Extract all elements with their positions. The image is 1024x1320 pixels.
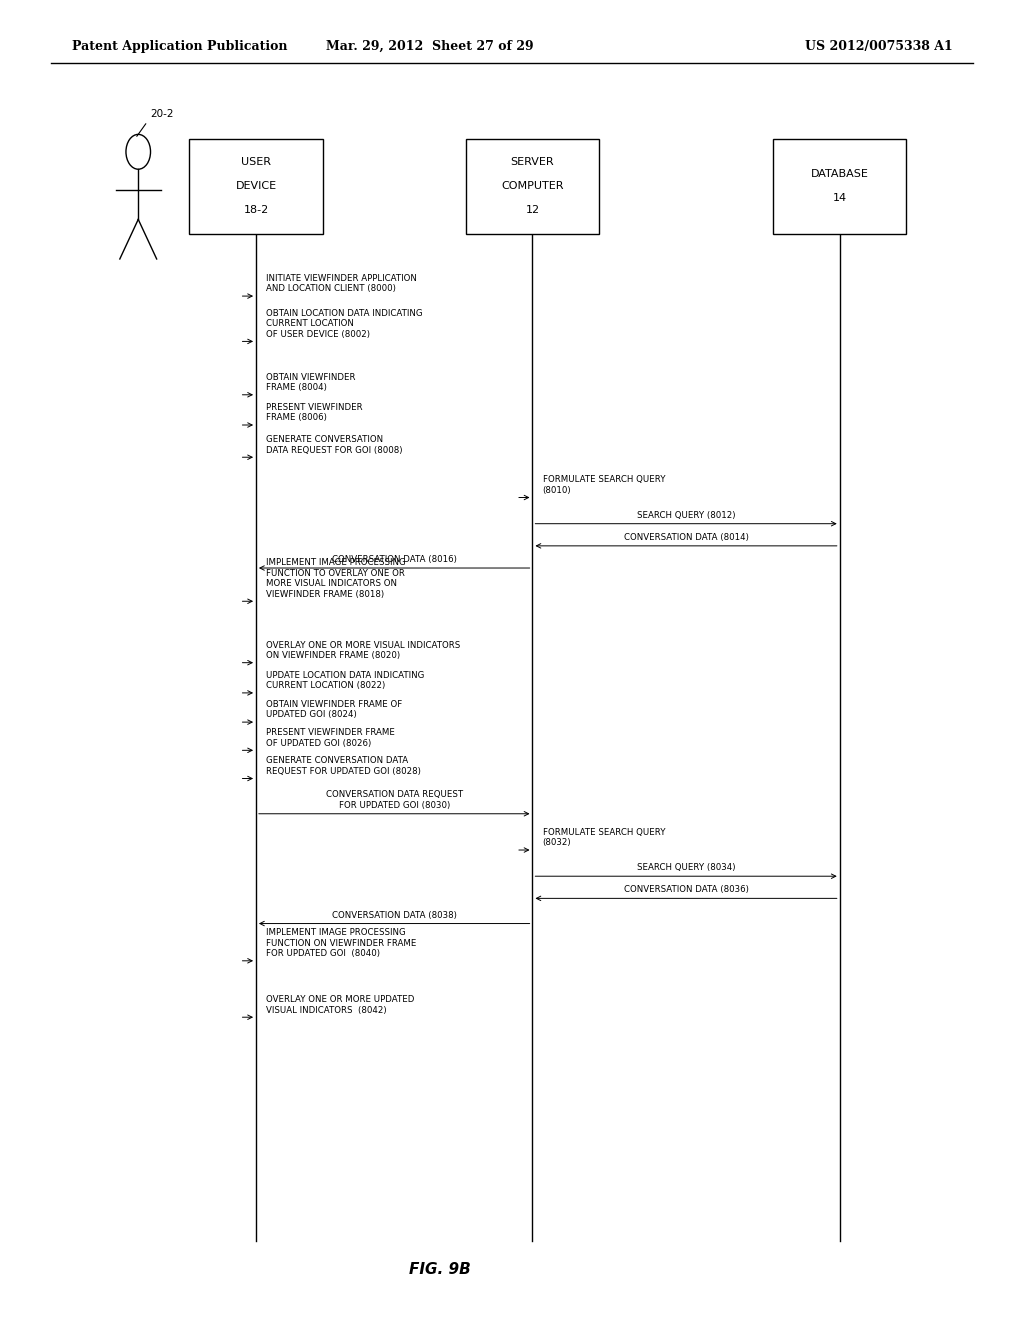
Text: IMPLEMENT IMAGE PROCESSING
FUNCTION ON VIEWFINDER FRAME
FOR UPDATED GOI  (8040): IMPLEMENT IMAGE PROCESSING FUNCTION ON V… xyxy=(266,928,417,958)
Text: GENERATE CONVERSATION DATA
REQUEST FOR UPDATED GOI (8028): GENERATE CONVERSATION DATA REQUEST FOR U… xyxy=(266,756,421,776)
Text: 14: 14 xyxy=(833,193,847,203)
Bar xyxy=(189,139,323,234)
Text: OVERLAY ONE OR MORE UPDATED
VISUAL INDICATORS  (8042): OVERLAY ONE OR MORE UPDATED VISUAL INDIC… xyxy=(266,995,415,1015)
Text: 12: 12 xyxy=(525,205,540,215)
Bar xyxy=(466,139,599,234)
Text: COMPUTER: COMPUTER xyxy=(501,181,564,191)
Text: CONVERSATION DATA (8014): CONVERSATION DATA (8014) xyxy=(624,533,749,543)
Text: FORMULATE SEARCH QUERY
(8010): FORMULATE SEARCH QUERY (8010) xyxy=(543,475,666,495)
Text: FIG. 9B: FIG. 9B xyxy=(410,1262,471,1278)
Text: OBTAIN VIEWFINDER FRAME OF
UPDATED GOI (8024): OBTAIN VIEWFINDER FRAME OF UPDATED GOI (… xyxy=(266,700,402,719)
Text: CONVERSATION DATA (8036): CONVERSATION DATA (8036) xyxy=(624,886,749,895)
Text: SERVER: SERVER xyxy=(511,157,554,168)
Text: CONVERSATION DATA (8016): CONVERSATION DATA (8016) xyxy=(332,554,457,564)
Text: DATABASE: DATABASE xyxy=(811,169,868,180)
Text: PRESENT VIEWFINDER FRAME
OF UPDATED GOI (8026): PRESENT VIEWFINDER FRAME OF UPDATED GOI … xyxy=(266,729,395,747)
Text: SEARCH QUERY (8012): SEARCH QUERY (8012) xyxy=(637,511,735,520)
Text: OVERLAY ONE OR MORE VISUAL INDICATORS
ON VIEWFINDER FRAME (8020): OVERLAY ONE OR MORE VISUAL INDICATORS ON… xyxy=(266,640,461,660)
Text: FORMULATE SEARCH QUERY
(8032): FORMULATE SEARCH QUERY (8032) xyxy=(543,828,666,847)
Text: OBTAIN VIEWFINDER
FRAME (8004): OBTAIN VIEWFINDER FRAME (8004) xyxy=(266,372,355,392)
Text: CONVERSATION DATA (8038): CONVERSATION DATA (8038) xyxy=(332,911,457,920)
Text: INITIATE VIEWFINDER APPLICATION
AND LOCATION CLIENT (8000): INITIATE VIEWFINDER APPLICATION AND LOCA… xyxy=(266,275,417,293)
Bar xyxy=(773,139,906,234)
Text: Patent Application Publication: Patent Application Publication xyxy=(72,40,287,53)
Text: PRESENT VIEWFINDER
FRAME (8006): PRESENT VIEWFINDER FRAME (8006) xyxy=(266,403,362,422)
Text: UPDATE LOCATION DATA INDICATING
CURRENT LOCATION (8022): UPDATE LOCATION DATA INDICATING CURRENT … xyxy=(266,671,425,690)
Text: SEARCH QUERY (8034): SEARCH QUERY (8034) xyxy=(637,863,735,873)
Text: USER: USER xyxy=(241,157,271,168)
Text: 18-2: 18-2 xyxy=(244,205,268,215)
Text: Mar. 29, 2012  Sheet 27 of 29: Mar. 29, 2012 Sheet 27 of 29 xyxy=(327,40,534,53)
Text: 20-2: 20-2 xyxy=(151,108,174,119)
Text: GENERATE CONVERSATION
DATA REQUEST FOR GOI (8008): GENERATE CONVERSATION DATA REQUEST FOR G… xyxy=(266,436,402,454)
Text: IMPLEMENT IMAGE PROCESSING
FUNCTION TO OVERLAY ONE OR
MORE VISUAL INDICATORS ON
: IMPLEMENT IMAGE PROCESSING FUNCTION TO O… xyxy=(266,558,406,598)
Text: US 2012/0075338 A1: US 2012/0075338 A1 xyxy=(805,40,952,53)
Text: OBTAIN LOCATION DATA INDICATING
CURRENT LOCATION
OF USER DEVICE (8002): OBTAIN LOCATION DATA INDICATING CURRENT … xyxy=(266,309,423,339)
Text: CONVERSATION DATA REQUEST
FOR UPDATED GOI (8030): CONVERSATION DATA REQUEST FOR UPDATED GO… xyxy=(326,791,463,809)
Text: DEVICE: DEVICE xyxy=(236,181,276,191)
